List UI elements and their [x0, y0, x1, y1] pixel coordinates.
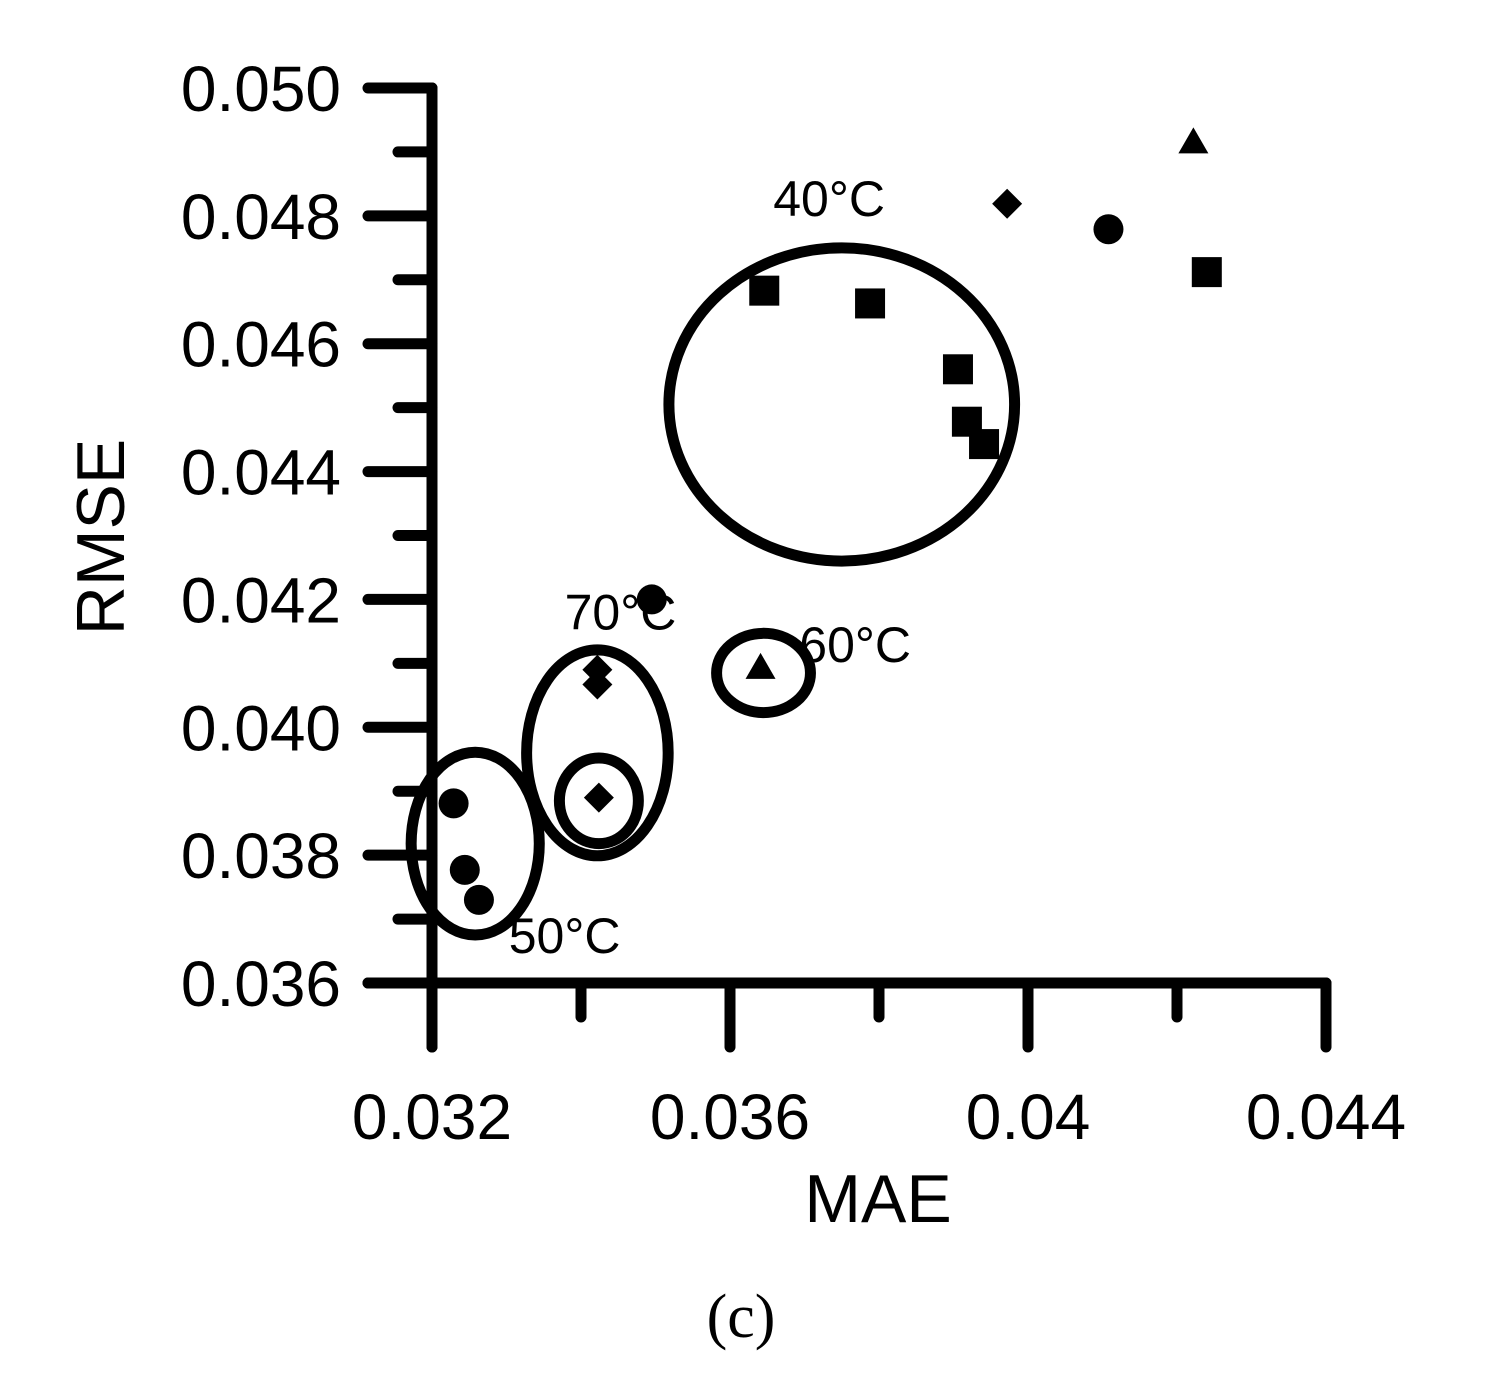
- square-marker: [1191, 257, 1222, 288]
- cluster-ellipse: [405, 746, 545, 941]
- cluster-label: 70°C: [565, 584, 677, 640]
- y-tick-label: 0.050: [181, 53, 341, 125]
- circle-marker: [449, 854, 480, 885]
- y-tick-label: 0.048: [181, 181, 341, 253]
- circle-marker: [438, 788, 469, 819]
- cluster-label: 60°C: [799, 617, 911, 673]
- cluster-ellipse: [521, 644, 674, 862]
- x-tick-label: 0.04: [966, 1081, 1091, 1153]
- y-tick-label: 0.038: [181, 820, 341, 892]
- diamond-marker: [992, 188, 1023, 219]
- x-tick-label: 0.036: [650, 1081, 810, 1153]
- circle-marker: [1093, 214, 1124, 245]
- circle-marker: [463, 884, 494, 915]
- y-tick-label: 0.042: [181, 564, 341, 636]
- x-tick-label: 0.032: [352, 1081, 512, 1153]
- x-tick-label: 0.044: [1246, 1081, 1406, 1153]
- annotations: 40°C 70°C 60°C 50°C: [509, 171, 911, 964]
- y-tick-label: 0.040: [181, 692, 341, 764]
- square-marker: [969, 429, 1000, 460]
- square-marker: [855, 288, 886, 319]
- y-axis-title: RMSE: [63, 439, 139, 635]
- triangle-marker: [745, 652, 776, 679]
- cluster-ellipses: [405, 242, 1021, 941]
- y-tick-label: 0.044: [181, 437, 341, 509]
- y-tick-label: 0.036: [181, 948, 341, 1020]
- circle-marker: [636, 584, 667, 615]
- triangle-marker: [1178, 127, 1209, 154]
- diamond-marker: [582, 669, 613, 700]
- x-ticks: 0.032 0.036 0.04 0.044: [352, 977, 1406, 1153]
- square-marker: [942, 354, 973, 385]
- cluster-label: 40°C: [773, 171, 885, 227]
- diamond-marker: [583, 782, 614, 813]
- figure-caption: (c): [707, 1283, 776, 1351]
- cluster-ellipse: [553, 752, 644, 850]
- square-marker: [749, 275, 780, 306]
- cluster-ellipse: [711, 627, 816, 719]
- x-axis-title: MAE: [804, 1161, 951, 1237]
- data-points: [438, 127, 1222, 915]
- y-tick-label: 0.046: [181, 309, 341, 381]
- cluster-ellipse: [663, 242, 1021, 567]
- cluster-label: 50°C: [509, 908, 621, 964]
- y-ticks: 0.036 0.038 0.040 0.042 0.044 0.046 0.048 0.050: [181, 53, 438, 1020]
- axes: [362, 82, 1332, 1053]
